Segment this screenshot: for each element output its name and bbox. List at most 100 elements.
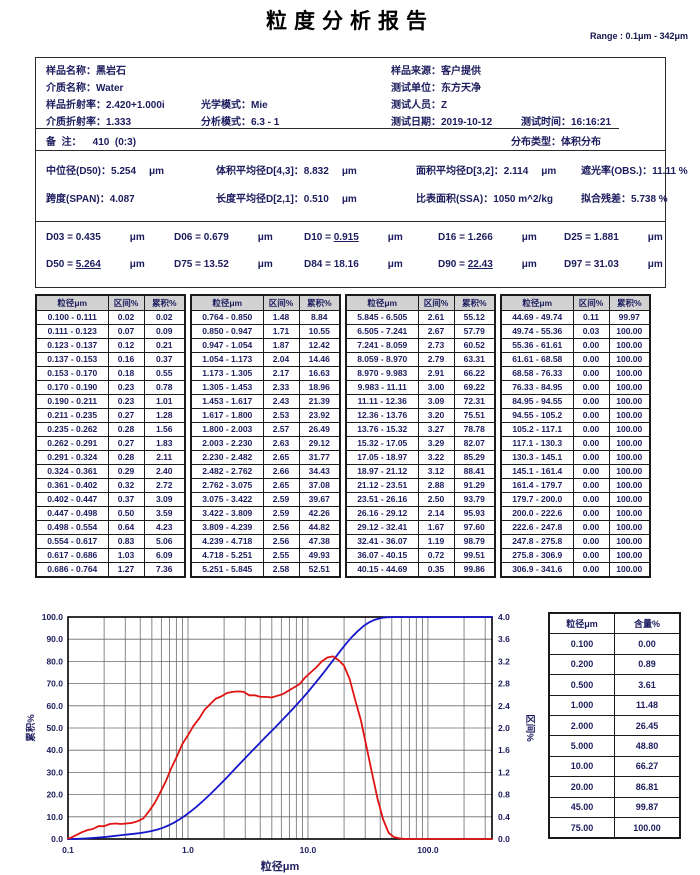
dvalue-prefix: D90 = [438,259,468,270]
size-range-cell: 49.74 - 55.36 [500,324,574,339]
column-header: 粒径μm [500,294,574,311]
table-row: 44.69 - 49.74 0.11 99.97 [500,310,651,325]
info-field: 测试人员：Z [391,100,448,111]
dvalue-unit: μm [257,259,273,270]
cumulative-pct-cell: 14.46 [298,352,341,367]
table-row: 200.0 - 222.6 0.00 100.00 [500,506,651,521]
cumulative-pct-cell: 31.77 [298,450,341,465]
cumulative-pct-cell: 26.49 [298,422,341,437]
size-range-cell: 7.241 - 8.059 [345,338,419,353]
dvalue-field: D06 = 0.679 μm [174,232,273,243]
table-row: 1.453 - 1.617 2.43 21.39 [190,394,341,409]
x-axis-tick: 0.1 [62,845,74,855]
interval-pct-cell: 0.28 [107,450,145,465]
size-range-cell: 68.58 - 76.33 [500,366,574,381]
cumulative-pct-cell: 100.00 [608,338,651,353]
size-range-cell: 2.230 - 2.482 [190,450,264,465]
interval-pct-cell: 1.87 [262,338,300,353]
size-range-cell: 0.447 - 0.498 [35,506,109,521]
interval-pct-cell: 1.19 [417,534,455,549]
table-row: 0.764 - 0.850 1.48 8.84 [190,310,341,325]
size-range-cell: 3.422 - 3.809 [190,506,264,521]
size-range-cell: 44.69 - 49.74 [500,310,574,325]
x-axis-tick: 1.0 [182,845,194,855]
right-axis-tick: 1.6 [498,745,510,755]
size-cell: 10.00 [548,755,615,778]
size-range-cell: 247.8 - 275.8 [500,534,574,549]
table-row: 75.00 100.00 [548,816,681,839]
size-range-cell: 15.32 - 17.05 [345,436,419,451]
interval-pct-cell: 0.00 [572,562,610,578]
cumulative-pct-cell: 57.79 [453,324,496,339]
dvalue-unit: μm [521,259,537,270]
cumulative-pct-cell: 52.51 [298,562,341,578]
size-range-cell: 55.36 - 61.61 [500,338,574,353]
table-row: 13.76 - 15.32 3.27 78.78 [345,422,496,437]
table-row: 4.718 - 5.251 2.55 49.93 [190,548,341,563]
dvalue-field: D50 = 5.264 μm [46,259,145,270]
table-row: 8.970 - 9.983 2.91 66.22 [345,366,496,381]
cumulative-pct-cell: 21.39 [298,394,341,409]
size-cell: 1.000 [548,694,615,716]
cumulative-pct-cell: 78.78 [453,422,496,437]
stat-text: 拟合残差：5.738 % [581,194,668,205]
cumulative-pct-cell: 100.00 [608,492,651,507]
table-row: 8.059 - 8.970 2.79 63.31 [345,352,496,367]
right-axis-tick: 3.2 [498,656,510,666]
table-row: 145.1 - 161.4 0.00 100.00 [500,464,651,479]
table-row: 5.000 48.80 [548,735,681,757]
interval-pct-cell: 3.20 [417,408,455,423]
table-row: 23.51 - 26.16 2.50 93.79 [345,492,496,507]
table-row: 3.422 - 3.809 2.59 42.26 [190,506,341,521]
table-row: 0.686 - 0.764 1.27 7.36 [35,562,186,578]
interval-pct-cell: 3.12 [417,464,455,479]
cumulative-pct-cell: 100.00 [608,520,651,535]
size-range-cell: 0.947 - 1.054 [190,338,264,353]
divider-line [36,128,619,129]
interval-pct-cell: 0.18 [107,366,145,381]
info-field: 光学模式：Mie [201,100,268,111]
interval-pct-cell: 0.11 [572,310,610,325]
size-range-cell: 222.6 - 247.8 [500,520,574,535]
content-pct-cell: 48.80 [614,735,681,757]
interval-pct-cell: 0.00 [572,478,610,493]
dvalue-number: 5.264 [75,259,101,270]
page-title: 粒度分析报告 [266,10,434,33]
column-header: 区间% [417,294,455,311]
left-axis-tick: 20.0 [46,790,63,800]
size-range-cell: 1.305 - 1.453 [190,380,264,395]
table-row: 61.61 - 68.58 0.00 100.00 [500,352,651,367]
table-row: 11.11 - 12.36 3.09 72.31 [345,394,496,409]
dvalue-unit: μm [647,259,663,270]
dvalue-prefix: D50 = [46,259,76,270]
size-range-cell: 0.361 - 0.402 [35,478,109,493]
stat-field: 拟合残差：5.738 % [581,190,668,205]
table-row: 0.498 - 0.554 0.64 4.23 [35,520,186,535]
column-header: 粒径μm [548,612,615,635]
interval-pct-cell: 0.00 [572,436,610,451]
table-row: 0.211 - 0.235 0.27 1.28 [35,408,186,423]
interval-pct-cell: 0.00 [572,394,610,409]
table-row: 2.762 - 3.075 2.65 37.08 [190,478,341,493]
table-row: 2.482 - 2.762 2.66 34.43 [190,464,341,479]
stat-field: 遮光率(OBS.)：11.11 % [581,162,688,177]
stat-text: 遮光率(OBS.)：11.11 % [581,166,688,177]
interval-pct-cell: 2.33 [262,380,300,395]
table-row: 0.262 - 0.291 0.27 1.83 [35,436,186,451]
interval-curve [67,655,493,840]
interval-pct-cell: 2.88 [417,478,455,493]
size-range-cell: 0.170 - 0.190 [35,380,109,395]
interval-pct-cell: 2.58 [262,562,300,578]
cumulative-pct-cell: 6.09 [143,548,186,563]
cumulative-pct-cell: 60.52 [453,338,496,353]
size-range-cell: 13.76 - 15.32 [345,422,419,437]
table-row: 55.36 - 61.61 0.00 100.00 [500,338,651,353]
dvalue-field: D25 = 1.881 μm [564,232,663,243]
size-range-cell: 0.262 - 0.291 [35,436,109,451]
table-row: 0.554 - 0.617 0.83 5.06 [35,534,186,549]
content-pct-cell: 0.00 [614,633,681,655]
cumulative-curve [67,616,493,840]
column-header: 区间% [107,294,145,311]
interval-pct-cell: 0.29 [107,464,145,479]
